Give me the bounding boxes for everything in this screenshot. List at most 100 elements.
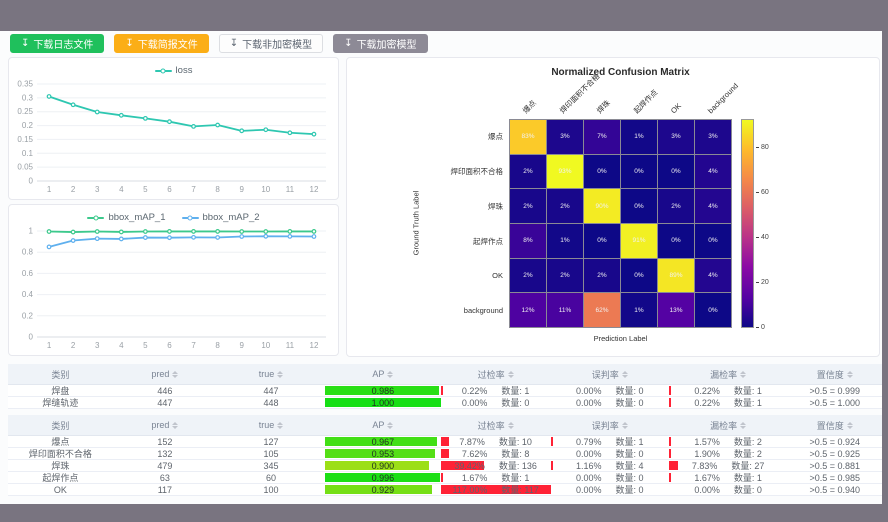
loss-chart-legend: loss	[9, 65, 338, 76]
true-value: 105	[263, 448, 279, 459]
svg-text:3: 3	[95, 185, 100, 194]
rate-bar	[440, 449, 449, 458]
legend-item-loss[interactable]: loss	[154, 65, 192, 76]
misjudge-cell: 0.00% 数量: 0	[551, 448, 669, 460]
ap-bar	[325, 485, 433, 494]
sort-icon[interactable]	[846, 370, 853, 378]
svg-text:0.2: 0.2	[22, 311, 34, 320]
svg-text:9: 9	[239, 185, 244, 194]
svg-text:0: 0	[29, 333, 34, 342]
overdetect-cell: 7.62% 数量: 8	[440, 448, 551, 459]
matrix-cell: 2%	[547, 258, 583, 293]
svg-text:12: 12	[310, 185, 319, 194]
legend-item-bbox_mAP_1[interactable]: bbox_mAP_1	[87, 212, 166, 223]
matrix-cell: 91%	[621, 224, 657, 258]
map-chart-legend: bbox_mAP_1 bbox_mAP_2	[9, 212, 338, 223]
header-cell-1[interactable]: pred	[113, 364, 217, 384]
true-value: 448	[263, 397, 279, 408]
ap-value: 0.953	[371, 448, 395, 459]
loss-chart-card: loss 0 0.05 0.1 0.15 0.2 0.25 0.3 0.35 1 2 3 4 5 6 7 8 9…	[8, 57, 339, 200]
sort-icon[interactable]	[387, 370, 394, 378]
sort-icon[interactable]	[846, 421, 853, 429]
category-cell: 焊盘	[8, 385, 113, 396]
sort-down-icon	[507, 425, 514, 429]
rate-value: 0.79%	[575, 436, 602, 447]
sort-icon[interactable]	[172, 421, 179, 429]
header-cell-5[interactable]: 误判率	[551, 415, 669, 435]
sort-icon[interactable]	[621, 370, 628, 378]
header-cell-1[interactable]: pred	[113, 415, 217, 435]
header-cell-2[interactable]: true	[217, 415, 325, 435]
colorbar-tick: 80	[756, 144, 769, 152]
header-cell-4[interactable]: 过检率	[441, 415, 551, 435]
ap-cell: 0.953	[325, 448, 440, 459]
header-label: 漏检率	[710, 369, 738, 380]
download-encrypted-model-button[interactable]: ↧ 下载加密模型	[333, 34, 428, 53]
sort-icon[interactable]	[740, 421, 747, 429]
header-cell-5[interactable]: 误判率	[551, 364, 669, 384]
sort-icon[interactable]	[507, 370, 514, 378]
header-cell-3[interactable]: AP	[325, 415, 440, 435]
matrix-col-label: background	[706, 81, 741, 116]
category-cell: 焊珠	[8, 460, 113, 471]
button-label: 下载简报文件	[137, 40, 198, 51]
header-cell-7[interactable]: 置信度	[788, 364, 882, 384]
confidence-value: >0.5 = 0.881	[809, 460, 861, 471]
sort-up-icon	[172, 421, 179, 425]
header-cell-6[interactable]: 漏检率	[669, 364, 788, 384]
misjudge-cell: 1.16% 数量: 4	[550, 460, 669, 471]
sort-icon[interactable]	[621, 421, 628, 429]
confidence-cell: >0.5 = 1.000	[788, 397, 882, 408]
confusion-matrix-title: Normalized Confusion Matrix	[551, 67, 690, 78]
legend-item-bbox_mAP_2[interactable]: bbox_mAP_2	[181, 212, 260, 223]
header-cell-2[interactable]: true	[217, 364, 325, 384]
map-chart-card: bbox_mAP_1 bbox_mAP_2 0 0.2 0.4 0.6 0.8 1 1 2 3 4 5…	[8, 204, 339, 356]
download-icon: ↧	[21, 37, 30, 49]
window-right-edge	[882, 31, 888, 522]
count-value: 数量: 1	[615, 437, 644, 447]
miss-cell: 1.57% 数量: 2	[668, 436, 788, 447]
count-value: 数量: 0	[615, 473, 644, 483]
legend-label: bbox_mAP_1	[108, 212, 166, 223]
rate-bar	[440, 437, 450, 446]
download-log-button[interactable]: ↧ 下载日志文件	[10, 34, 105, 53]
svg-text:0.2: 0.2	[22, 121, 34, 130]
sort-icon[interactable]	[740, 370, 747, 378]
download-report-button[interactable]: ↧ 下载简报文件	[114, 34, 209, 53]
sort-icon[interactable]	[507, 421, 514, 429]
sort-icon[interactable]	[277, 421, 284, 429]
matrix-row-label: OK	[492, 270, 503, 280]
loss-chart-svg: 00.050.10.150.20.250.30.351 2 3 4 5 6 7 8 9 10 11 1…	[17, 80, 326, 194]
pred-cell: 152	[113, 436, 217, 447]
true-value: 447	[263, 385, 279, 396]
category-cell: OK	[8, 484, 113, 495]
header-cell-6[interactable]: 漏检率	[669, 415, 788, 435]
metrics-tables: 类别 pred true AP 过检率 误判率 漏检率 置信度 焊盘 446 447 0.986 0.2…	[8, 364, 882, 496]
sort-down-icon	[846, 425, 853, 429]
sort-down-icon	[172, 374, 179, 378]
table-row: 爆点 152 127 0.967 7.87% 数量: 10 0.79% 数量: 1 1.57% 数…	[8, 436, 882, 448]
miss-cell: 1.90% 数量: 2	[668, 448, 788, 459]
miss-cell: 7.83% 数量: 27	[668, 460, 788, 471]
rate-value: 1.67%	[461, 472, 488, 483]
header-cell-7[interactable]: 置信度	[788, 415, 882, 435]
header-cell-4[interactable]: 过检率	[441, 364, 551, 384]
sort-icon[interactable]	[172, 370, 179, 378]
rate-bar	[668, 449, 671, 458]
sort-up-icon	[277, 370, 284, 374]
true-cell: 447	[217, 385, 325, 396]
pred-cell: 117	[113, 484, 217, 495]
button-label: 下载加密模型	[356, 40, 417, 51]
pred-cell: 63	[113, 472, 217, 483]
svg-text:5: 5	[143, 185, 148, 194]
confidence-value: >0.5 = 0.924	[809, 436, 861, 447]
svg-text:10: 10	[261, 341, 270, 350]
sort-icon[interactable]	[277, 370, 284, 378]
download-unencrypted-model-button[interactable]: ↧ 下载非加密模型	[218, 34, 324, 53]
matrix-cell: 0%	[621, 189, 657, 223]
map-chart-svg: 00.20.40.60.811 2 3 4 5 6 7 8 9 10 11 12	[22, 227, 326, 350]
rate-bar	[668, 386, 671, 395]
matrix-cell: 93%	[547, 154, 583, 189]
sort-icon[interactable]	[387, 421, 394, 429]
header-cell-3[interactable]: AP	[325, 364, 440, 384]
